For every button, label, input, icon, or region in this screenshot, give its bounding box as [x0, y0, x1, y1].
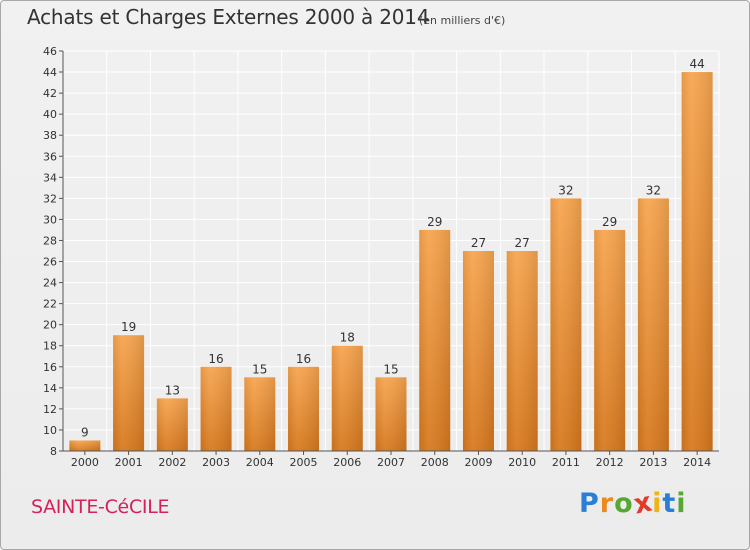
x-tick-label: 2006	[333, 456, 361, 469]
data-label: 19	[121, 320, 136, 334]
logo-letter: i	[652, 488, 663, 519]
x-tick-label: 2005	[290, 456, 318, 469]
proxiti-logo: Proxiti	[579, 486, 687, 520]
y-tick-label: 42	[43, 87, 57, 100]
y-tick-label: 38	[43, 129, 57, 142]
y-tick-label: 16	[43, 361, 57, 374]
axes: 8 10 12 14 16 18 20 22 24 26 28 30 32 34 36 38 40 42 44 46 2…	[43, 45, 719, 469]
chart-title: Achats et Charges Externes 2000 à 2014	[27, 5, 430, 29]
data-label: 44	[689, 57, 704, 71]
data-label: 9	[81, 425, 89, 439]
y-tick-label: 22	[43, 298, 57, 311]
logo-letter: i	[676, 488, 687, 519]
y-tick-label: 24	[43, 277, 57, 290]
x-tick-label: 2001	[115, 456, 143, 469]
y-tick-label: 8	[50, 445, 57, 458]
y-tick-label: 14	[43, 382, 57, 395]
data-label: 32	[646, 183, 661, 197]
data-label: 15	[252, 362, 267, 376]
x-tick-label: 2003	[202, 456, 230, 469]
data-label: 27	[515, 236, 530, 250]
logo-letter: P	[579, 488, 600, 519]
bar-shade	[506, 251, 538, 451]
y-tick-label: 34	[43, 171, 57, 184]
bar-shade	[288, 366, 320, 451]
data-label: 29	[427, 215, 442, 229]
x-tick-label: 2008	[421, 456, 449, 469]
bar-shade	[681, 72, 713, 451]
x-tick-label: 2010	[508, 456, 536, 469]
x-tick-label: 2012	[596, 456, 624, 469]
y-tick-label: 40	[43, 108, 57, 121]
y-tick-label: 10	[43, 424, 57, 437]
bar-shade	[594, 229, 626, 451]
x-tick-label: 2014	[683, 456, 711, 469]
x-tick-label: 2011	[552, 456, 580, 469]
bar-shade	[244, 377, 276, 451]
bar-shade	[637, 198, 669, 451]
x-tick-label: 2000	[71, 456, 99, 469]
data-label: 13	[165, 383, 180, 397]
y-tick-label: 44	[43, 66, 57, 79]
x-tick-label: 2002	[158, 456, 186, 469]
bar-shade	[419, 229, 451, 451]
bar-shade	[331, 345, 363, 451]
logo-letter: t	[662, 488, 677, 519]
y-tick-label: 36	[43, 150, 57, 163]
x-tick-label: 2004	[246, 456, 274, 469]
y-tick-label: 26	[43, 256, 57, 269]
bar-shade	[462, 251, 494, 451]
data-label: 27	[471, 236, 486, 250]
bar-shade	[375, 377, 407, 451]
x-tick-label: 2007	[377, 456, 405, 469]
logo-letter: r	[599, 488, 615, 519]
y-tick-label: 46	[43, 45, 57, 58]
data-label: 15	[383, 362, 398, 376]
data-label: 29	[602, 215, 617, 229]
bars: 9 19 13 16 15 16 18 15 29 27 27 32 29 32 44	[69, 57, 713, 451]
y-tick-label: 32	[43, 192, 57, 205]
bar-shade	[69, 440, 101, 451]
x-tick-label: 2013	[639, 456, 667, 469]
commune-name: SAINTE-CéCILE	[31, 496, 170, 518]
data-label: 32	[558, 183, 573, 197]
data-label: 16	[208, 352, 223, 366]
y-tick-label: 18	[43, 340, 57, 353]
bar-shade	[113, 335, 145, 451]
data-label: 16	[296, 352, 311, 366]
bar-shade	[200, 366, 232, 451]
bar-shade	[550, 198, 582, 451]
chart-subtitle: (en milliers d'€)	[419, 14, 506, 27]
data-label: 18	[340, 331, 355, 345]
bar-shade	[156, 398, 188, 451]
y-tick-label: 12	[43, 403, 57, 416]
y-tick-label: 30	[43, 213, 57, 226]
logo-letter: o	[614, 488, 634, 519]
y-tick-label: 28	[43, 234, 57, 247]
x-tick-label: 2009	[464, 456, 492, 469]
y-tick-label: 20	[43, 319, 57, 332]
